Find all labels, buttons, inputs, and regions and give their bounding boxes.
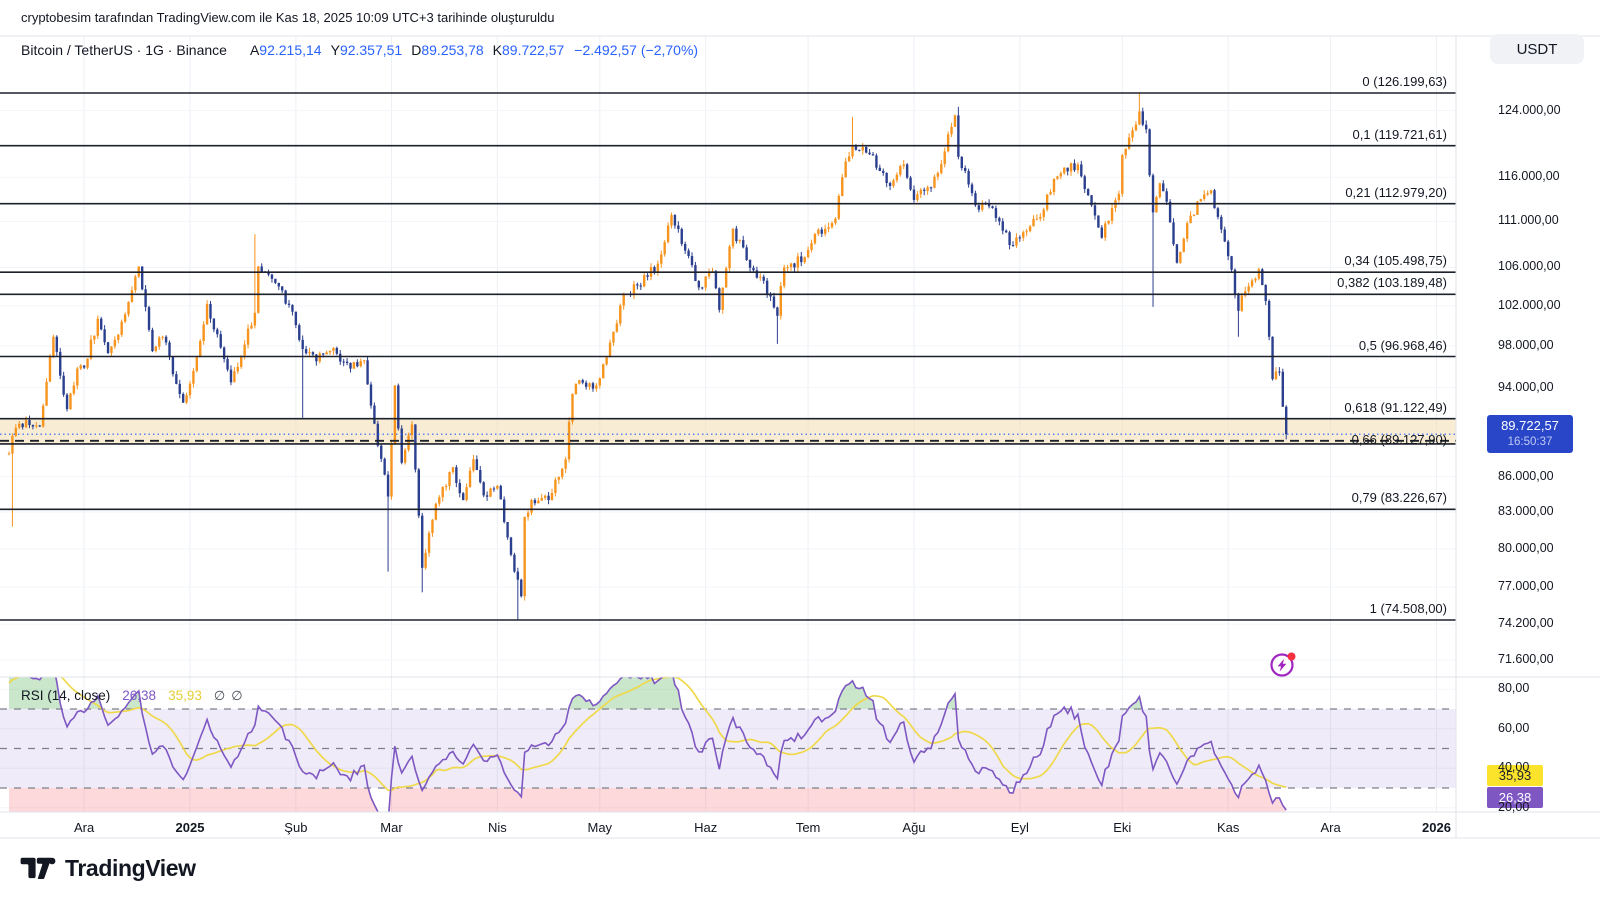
ohlc-value: 92.215,14 — [259, 42, 322, 58]
rsi-ma-badge: 35,93 — [1487, 765, 1543, 786]
price-axis-label[interactable]: 86.000,00 — [1498, 468, 1554, 483]
rsi-legend: RSI (14, close) 26,38 35,93 ∅ ∅ — [21, 688, 249, 704]
change-value: −2.492,57 (−2,70%) — [574, 42, 699, 58]
rsi-axis-label[interactable]: 60,00 — [1498, 720, 1530, 735]
time-axis-label[interactable]: Ara — [74, 820, 95, 835]
price-axis-label[interactable]: 94.000,00 — [1498, 379, 1554, 394]
time-axis-label[interactable]: Eki — [1113, 820, 1132, 835]
ohlc-value: 89.722,57 — [502, 42, 565, 58]
fib-level-label: 0,5 (96.968,46) — [1358, 337, 1447, 353]
fib-level-label: 0,1 (119.721,61) — [1352, 126, 1447, 142]
price-axis-label[interactable]: 98.000,00 — [1498, 337, 1554, 352]
ohlc-label: D — [411, 42, 422, 58]
ohlc-label: K — [492, 42, 502, 58]
price-axis-label[interactable]: 83.000,00 — [1498, 504, 1554, 519]
rsi-ma-value: 35,93 — [168, 688, 202, 703]
time-axis-label[interactable]: Tem — [795, 820, 821, 835]
time-axis-label[interactable]: Ara — [1320, 820, 1341, 835]
hidden-value-icon: ∅ — [213, 688, 226, 703]
price-axis-label[interactable]: 77.000,00 — [1498, 579, 1554, 594]
price-axis-label[interactable]: 124.000,00 — [1498, 102, 1561, 117]
time-axis-label[interactable]: Şub — [284, 820, 308, 835]
hidden-value-icon: ∅ — [231, 688, 243, 703]
tradingview-logo[interactable]: TradingView — [20, 855, 196, 882]
price-axis-label[interactable]: 106.000,00 — [1498, 259, 1561, 274]
rsi-axis-label[interactable]: 40,00 — [1498, 760, 1530, 775]
tradingview-logo-mark — [20, 857, 56, 880]
fib-level-label: 0 (126.199,63) — [1362, 74, 1447, 89]
quote-currency-badge[interactable]: USDT — [1490, 34, 1584, 64]
fib-band — [0, 418, 1456, 444]
time-axis-label[interactable]: Mar — [380, 820, 403, 835]
bar-countdown: 16:50:37 — [1507, 436, 1553, 448]
time-axis-label[interactable]: Kas — [1216, 820, 1240, 835]
price-axis-label[interactable]: 102.000,00 — [1498, 297, 1561, 312]
last-price-badge: 89.722,57 16:50:37 — [1487, 415, 1573, 453]
ohlc-label: A — [249, 42, 260, 58]
ohlc-value: 92.357,51 — [339, 42, 403, 58]
time-axis-label[interactable]: Nis — [487, 820, 507, 835]
attribution-text: cryptobesim tarafından TradingView.com i… — [21, 10, 555, 25]
ohlc-label: Y — [330, 42, 340, 58]
rsi-line[interactable] — [9, 666, 1287, 822]
lightning-glyph — [1277, 658, 1287, 672]
rsi-axis-label[interactable]: 80,00 — [1498, 681, 1530, 696]
rsi-overbought-fill — [9, 677, 1143, 709]
price-axis-label[interactable]: 74.200,00 — [1498, 616, 1554, 631]
time-axis-label[interactable]: 2026 — [1422, 820, 1451, 835]
rsi-axis-label[interactable]: 20,00 — [1498, 799, 1530, 814]
fib-level-label: 1 (74.508,00) — [1369, 601, 1447, 616]
fib-level-label: 0,34 (105.498,75) — [1344, 253, 1447, 269]
last-price-value: 89.722,57 — [1501, 418, 1559, 433]
price-axis-label[interactable]: 71.600,00 — [1498, 651, 1554, 666]
flash-alert-icon[interactable] — [1267, 648, 1299, 680]
notification-dot — [1287, 652, 1296, 661]
time-axis-label[interactable]: Eyl — [1010, 820, 1029, 835]
time-axis-label[interactable]: Haz — [694, 820, 718, 835]
fib-retracement[interactable] — [0, 92, 1456, 621]
fib-level-label: 0,382 (103.189,48) — [1337, 275, 1447, 291]
rsi-value: 26,38 — [122, 688, 157, 703]
fib-level-label: 0,79 (83.226,67) — [1351, 490, 1447, 506]
price-axis-label[interactable]: 116.000,00 — [1498, 169, 1560, 184]
ohlc-value: 89.253,78 — [421, 42, 484, 58]
tradingview-logo-text: TradingView — [65, 855, 196, 881]
rsi-value-badge: 26,38 — [1487, 787, 1543, 808]
rsi-legend-title[interactable]: RSI (14, close) — [21, 688, 111, 703]
time-axis-label[interactable]: 2025 — [175, 820, 205, 835]
price-axis-label[interactable]: 80.000,00 — [1498, 540, 1554, 555]
time-axis-label[interactable]: May — [587, 820, 613, 835]
symbol-header: Bitcoin / TetherUS · 1G · Binance A92.215… — [21, 42, 698, 58]
symbol-title[interactable]: Bitcoin / TetherUS · 1G · Binance — [21, 42, 227, 58]
fib-level-label: 0,618 (91.122,49) — [1344, 399, 1447, 415]
fib-level-label: 0,21 (112.979,20) — [1345, 184, 1447, 200]
fib-level-label: 0,66 (89.127,90) — [1351, 431, 1447, 447]
time-axis-label[interactable]: Ağu — [902, 820, 926, 835]
price-axis-label[interactable]: 111.000,00 — [1498, 213, 1559, 228]
ohlc-values: A92.215,14 Y92.357,51 D89.253,78 K89.722,57 — [241, 42, 564, 58]
rsi-oversold-fill — [9, 788, 1287, 812]
